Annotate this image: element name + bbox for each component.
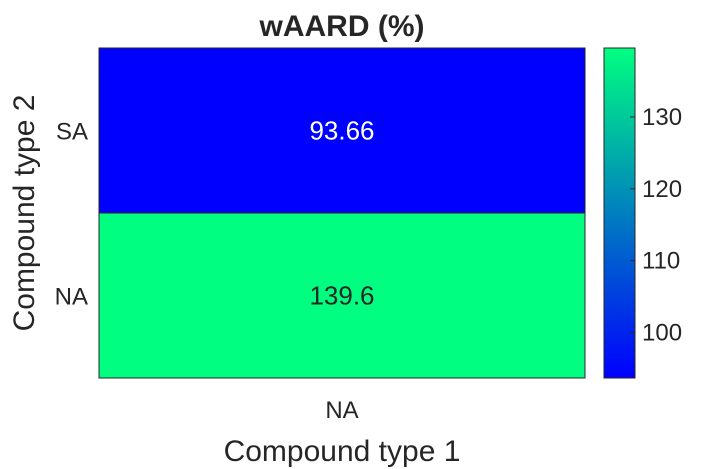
heatmap-cell-labels: 93.66 139.6 <box>309 116 374 311</box>
y-tick-label: NA <box>55 284 88 311</box>
heatmap-cell-na-na <box>98 212 586 379</box>
colorbar <box>603 47 636 379</box>
y-tick-label: SA <box>56 119 88 146</box>
x-tick-label: NA <box>325 397 358 424</box>
x-axis-label: Compound type 1 <box>224 435 461 468</box>
heatmap-cell-sa-na <box>98 47 586 214</box>
colorbar-tick-label: 120 <box>642 176 682 203</box>
y-axis-ticks: SA NA <box>55 119 88 311</box>
colorbar-tick-label: 130 <box>642 104 682 131</box>
y-axis-label: Compound type 2 <box>8 95 41 332</box>
colorbar-tick-label: 110 <box>642 248 680 275</box>
heatmap-cells <box>98 47 586 379</box>
colorbar-tick-label: 100 <box>642 319 682 346</box>
plot-border <box>98 47 586 379</box>
chart-title: wAARD (%) <box>259 10 425 43</box>
heatmap-cell-label: 139.6 <box>309 281 374 311</box>
x-axis-ticks: NA <box>325 397 358 424</box>
heatmap-cell-label: 93.66 <box>309 116 374 146</box>
colorbar-ticks: 100 110 120 130 <box>630 104 682 346</box>
